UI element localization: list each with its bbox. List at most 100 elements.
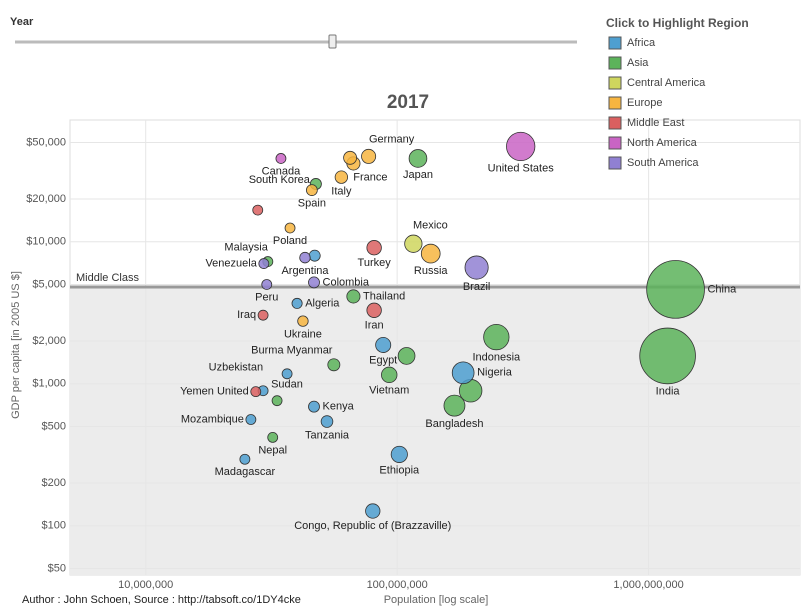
y-tick-label: $100	[42, 520, 66, 532]
point-label: Nepal	[258, 444, 287, 456]
bubble[interactable]	[297, 315, 309, 327]
bubble[interactable]	[361, 148, 377, 164]
bubble[interactable]	[639, 327, 696, 385]
slider-label: Year	[10, 16, 34, 28]
bubble[interactable]	[343, 150, 358, 165]
point-label: Argentina	[281, 265, 329, 277]
point-label: Congo, Republic of (Brazzaville)	[294, 520, 451, 532]
legend-swatch[interactable]	[608, 136, 622, 150]
legend-swatch[interactable]	[608, 76, 622, 90]
point-label: Poland	[273, 235, 307, 247]
point-label: Japan	[403, 169, 433, 181]
point-label: China	[707, 283, 737, 295]
bubble[interactable]	[250, 386, 262, 398]
point-label: United States	[488, 163, 555, 175]
bubble[interactable]	[275, 153, 287, 164]
bubble[interactable]	[245, 414, 257, 425]
bubble[interactable]	[397, 347, 416, 365]
x-tick-label: 10,000,000	[118, 579, 173, 591]
bubble[interactable]	[506, 131, 536, 162]
bubble[interactable]	[306, 184, 318, 196]
point-label: South Korea	[249, 174, 311, 186]
bubble[interactable]	[308, 276, 320, 289]
legend-swatch[interactable]	[608, 96, 622, 110]
bubble[interactable]	[646, 260, 705, 319]
bubble[interactable]	[464, 255, 489, 280]
bubble[interactable]	[366, 240, 382, 256]
point-label: Venezuela	[205, 257, 257, 269]
bubble[interactable]	[308, 249, 321, 262]
slider-thumb[interactable]	[328, 34, 337, 49]
bubble[interactable]	[261, 279, 273, 290]
bubble[interactable]	[320, 415, 334, 428]
bubble[interactable]	[299, 251, 311, 264]
bubble[interactable]	[365, 503, 381, 519]
bubble[interactable]	[366, 302, 382, 318]
point-label: Algeria	[305, 297, 340, 309]
point-label: Indonesia	[472, 352, 521, 364]
point-label: Bangladesh	[425, 418, 483, 430]
point-label: Vietnam	[369, 385, 409, 397]
point-label: Nigeria	[477, 367, 513, 379]
point-label: Spain	[298, 197, 326, 209]
bubble[interactable]	[291, 297, 303, 309]
bubble[interactable]	[381, 366, 398, 384]
y-axis-label: GDP per capita [in 2005 US $]	[10, 271, 22, 419]
bubble[interactable]	[404, 234, 423, 253]
point-label: Kenya	[323, 401, 355, 413]
bubble[interactable]	[375, 337, 392, 353]
point-label: Yemen United	[180, 386, 249, 398]
bubble[interactable]	[267, 431, 279, 443]
bubble[interactable]	[281, 368, 293, 380]
legend-swatch[interactable]	[608, 116, 622, 130]
legend-label[interactable]: Asia	[627, 57, 649, 69]
legend-label[interactable]: Europe	[627, 97, 662, 109]
point-label: France	[353, 171, 387, 183]
point-label: Uzbekistan	[209, 362, 263, 374]
point-label: Burma Myanmar	[251, 345, 333, 357]
point-label: Malaysia	[224, 241, 268, 253]
bubble[interactable]	[252, 204, 264, 216]
point-label: Thailand	[363, 290, 405, 302]
bubble[interactable]	[308, 400, 320, 413]
y-tick-label: $2,000	[32, 335, 66, 347]
legend-label[interactable]: North America	[627, 137, 698, 149]
point-label: Mexico	[413, 220, 448, 232]
y-tick-label: $50	[48, 562, 66, 574]
y-tick-label: $20,000	[26, 193, 66, 205]
point-label: Colombia	[323, 276, 370, 288]
y-tick-label: $200	[42, 477, 66, 489]
legend-swatch[interactable]	[608, 56, 622, 70]
legend-label[interactable]: Middle East	[627, 117, 684, 129]
bubble[interactable]	[390, 445, 408, 463]
legend-swatch[interactable]	[608, 156, 622, 170]
bubble[interactable]	[258, 258, 270, 269]
point-label: Sudan	[271, 379, 303, 391]
bubble[interactable]	[346, 289, 361, 304]
legend-label[interactable]: South America	[627, 157, 699, 169]
legend-label[interactable]: Central America	[627, 77, 706, 89]
bubble[interactable]	[334, 170, 349, 184]
point-label: Egypt	[369, 354, 397, 366]
point-label: Russia	[414, 265, 449, 277]
bubble[interactable]	[451, 361, 475, 385]
chart-title: 2017	[387, 92, 429, 113]
bubble[interactable]	[420, 243, 441, 264]
bubble[interactable]	[239, 453, 251, 465]
point-label: Peru	[255, 291, 278, 303]
bubble[interactable]	[483, 324, 510, 351]
bubble[interactable]	[327, 358, 341, 372]
legend-label[interactable]: Africa	[627, 37, 656, 49]
legend-swatch[interactable]	[608, 36, 622, 50]
bubble[interactable]	[408, 149, 428, 168]
point-label: Iran	[365, 319, 384, 331]
bubble[interactable]	[257, 309, 269, 321]
point-label: Turkey	[358, 257, 392, 269]
point-label: Iraq	[237, 309, 256, 321]
y-tick-label: $500	[42, 420, 66, 432]
x-axis-label: Population [log scale]	[384, 594, 489, 606]
bubble[interactable]	[443, 394, 466, 417]
bubble[interactable]	[284, 222, 296, 234]
bubble[interactable]	[271, 395, 283, 407]
middle-class-label: Middle Class	[76, 272, 139, 284]
